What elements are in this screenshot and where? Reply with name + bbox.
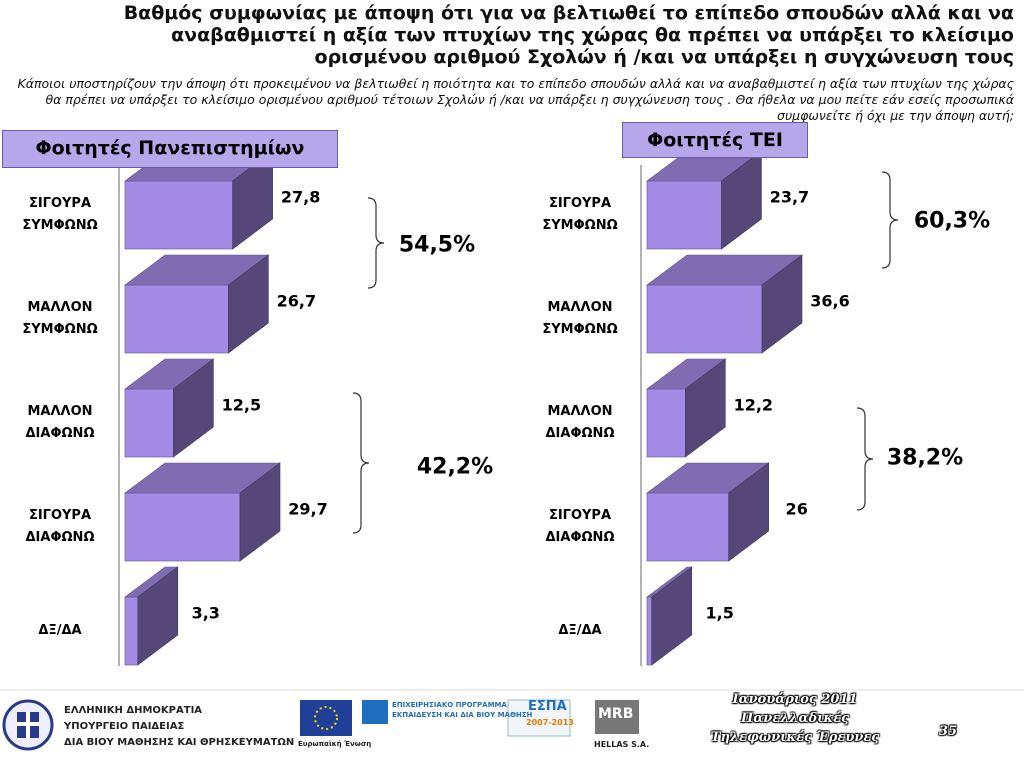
bar-side: [761, 254, 803, 354]
bar-side: [685, 358, 726, 458]
bracket: [856, 407, 874, 511]
mrb-logo: [595, 700, 639, 734]
annotation: 54,5%: [398, 232, 476, 258]
crest: [2, 699, 54, 751]
bar: [124, 596, 139, 666]
bar-side: [137, 566, 179, 666]
bar: [124, 492, 241, 562]
bracket: [367, 197, 385, 289]
category-label: ΔΞ/ΔΑ: [38, 623, 82, 638]
bar: [124, 388, 174, 458]
date-line: Πανελλαδικές: [741, 711, 849, 726]
bar-side: [173, 358, 214, 458]
category-label: ΜΑΛΛΟΝ ΔΙΑΦΩΝΩ: [25, 404, 95, 441]
value-label: 1,5: [705, 603, 734, 623]
bar: [646, 284, 763, 354]
ministry-line: ΔΙΑ ΒΙΟΥ ΜΑΘΗΣΗΣ ΚΑΙ ΘΡΗΣΚΕΥΜΑΤΩΝ: [64, 737, 295, 748]
eu-label: Ευρωπαϊκή Ένωση: [298, 740, 372, 748]
annotation: 60,3%: [913, 208, 991, 234]
value-label: 36,6: [810, 291, 850, 311]
bar-side: [728, 462, 769, 562]
slide-title: Βαθμός συμφωνίας με άποψη ότι για να βελ…: [123, 2, 1014, 68]
category-label: ΔΞ/ΔΑ: [558, 623, 602, 638]
bar: [646, 388, 686, 458]
bar-side: [239, 462, 281, 562]
value-label: 26,7: [276, 291, 317, 311]
bar-side: [228, 254, 269, 354]
espa-label: ΕΣΠΑ: [528, 699, 567, 714]
category-label: ΣΙΓΟΥΡΑ ΣΥΜΦΩΝΩ: [22, 196, 98, 233]
category-label: ΜΑΛΛΟΝ ΣΥΜΦΩΝΩ: [542, 300, 618, 337]
eu-flag: [300, 700, 352, 736]
bar: [646, 180, 722, 250]
value-label: 23,7: [769, 187, 810, 207]
mrb-sub: HELLAS S.A.: [594, 740, 650, 749]
annotation: 38,2%: [886, 445, 964, 471]
slide-subtitle: Κάποιοι υποστηρίζουν την άποψη ότι προκε…: [17, 76, 1014, 123]
ministry-line: ΥΠΟΥΡΓΕΙΟ ΠΑΙΔΕΙΑΣ: [64, 721, 185, 732]
bar-side: [651, 566, 693, 666]
bar: [124, 180, 233, 250]
category-label: ΜΑΛΛΟΝ ΔΙΑΦΩΝΩ: [545, 404, 615, 441]
chart-title: Φοιτητές ΤΕΙ: [622, 122, 808, 158]
bar: [646, 492, 729, 562]
bracket: [352, 392, 370, 534]
bar: [646, 596, 653, 666]
bar: [124, 284, 229, 354]
page-number: 35: [938, 724, 958, 739]
value-label: 29,7: [288, 499, 328, 519]
category-label: ΣΙΓΟΥΡΑ ΣΥΜΦΩΝΩ: [542, 196, 618, 233]
category-label: ΜΑΛΛΟΝ ΣΥΜΦΩΝΩ: [22, 300, 98, 337]
value-label: 12,5: [221, 395, 262, 415]
date-line: Ιανουάριος 2011: [732, 692, 858, 707]
espa-years: 2007-2013: [526, 718, 574, 727]
bar-side: [721, 150, 762, 250]
date-line: Τηλεφωνικές Έρευνες: [710, 730, 880, 745]
chart-title: Φοιτητές Πανεπιστημίων: [2, 130, 338, 168]
category-label: ΣΙΓΟΥΡΑ ΔΙΑΦΩΝΩ: [25, 508, 95, 545]
programme-line: ΕΚΠΑΙΔΕΥΣΗ ΚΑΙ ΔΙΑ ΒΙΟΥ ΜΑΘΗΣΗ: [392, 711, 533, 719]
annotation: 42,2%: [416, 454, 494, 480]
mrb-label: MRB: [598, 706, 634, 722]
ministry-line: ΕΛΛΗΝΙΚΗ ΔΗΜΟΚΡΑΤΙΑ: [64, 705, 203, 716]
programme-line: ΕΠΙΧΕΙΡΗΣΙΑΚΟ ΠΡΟΓΡΑΜΜΑ: [392, 701, 507, 709]
value-label: 27,8: [280, 187, 321, 207]
category-label: ΣΙΓΟΥΡΑ ΔΙΑΦΩΝΩ: [545, 508, 615, 545]
value-label: 12,2: [733, 395, 774, 415]
value-label: 26: [785, 499, 808, 519]
programme-logo: [362, 700, 388, 724]
espa-logo: [507, 699, 571, 737]
value-label: 3,3: [191, 603, 220, 623]
bracket: [881, 171, 899, 269]
